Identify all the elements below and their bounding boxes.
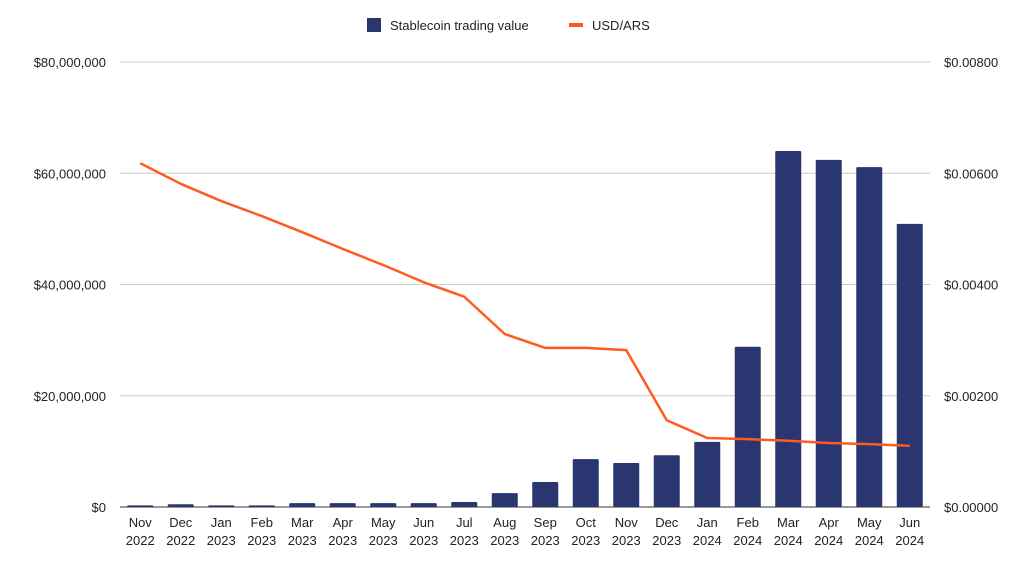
bar (532, 481, 559, 507)
x-tick-label-year: 2024 (895, 533, 924, 548)
x-tick-label-month: Apr (333, 515, 354, 530)
bar (815, 159, 842, 507)
x-tick-label-month: Dec (169, 515, 193, 530)
x-tick-label-month: Jul (456, 515, 473, 530)
bar (694, 441, 721, 507)
left-tick-label: $80,000,000 (34, 55, 106, 70)
x-tick-label-month: Feb (251, 515, 273, 530)
left-tick-label: $20,000,000 (34, 389, 106, 404)
x-tick-label-year: 2023 (652, 533, 681, 548)
x-tick-label-month: Feb (737, 515, 759, 530)
bar (410, 503, 437, 507)
bar (734, 346, 761, 507)
left-tick-label: $40,000,000 (34, 278, 106, 293)
right-tick-label: $0.00800 (944, 55, 998, 70)
x-tick-label-month: Sep (534, 515, 557, 530)
bar (208, 505, 235, 507)
x-tick-label-year: 2023 (450, 533, 479, 548)
legend-label-bar: Stablecoin trading value (390, 18, 529, 33)
right-tick-label: $0.00400 (944, 278, 998, 293)
x-tick-label-year: 2023 (207, 533, 236, 548)
x-tick-label-month: Jan (697, 515, 718, 530)
bar (248, 505, 275, 507)
right-tick-label: $0.00600 (944, 166, 998, 181)
bar (653, 455, 680, 507)
bar (167, 504, 194, 507)
x-tick-label-year: 2023 (247, 533, 276, 548)
x-tick-label-month: Mar (777, 515, 800, 530)
x-tick-label-year: 2023 (328, 533, 357, 548)
x-tick-label-month: Jun (899, 515, 920, 530)
x-tick-label-month: Jan (211, 515, 232, 530)
x-tick-label-month: Oct (576, 515, 597, 530)
x-tick-label-year: 2023 (288, 533, 317, 548)
right-tick-label: $0.00200 (944, 389, 998, 404)
x-tick-label-year: 2024 (774, 533, 803, 548)
x-tick-label-month: Aug (493, 515, 516, 530)
x-tick-label-month: May (371, 515, 396, 530)
right-tick-label: $0.00000 (944, 500, 998, 515)
bar (613, 463, 640, 507)
x-tick-label-year: 2024 (733, 533, 762, 548)
x-tick-label-year: 2023 (571, 533, 600, 548)
bar (127, 505, 154, 507)
bar (370, 503, 397, 507)
x-tick-label-month: Nov (129, 515, 153, 530)
bar (451, 501, 478, 507)
x-tick-label-year: 2022 (166, 533, 195, 548)
x-tick-label-year: 2024 (693, 533, 722, 548)
x-tick-label-year: 2023 (531, 533, 560, 548)
bar (896, 223, 923, 507)
bar (775, 151, 802, 507)
x-tick-label-month: Jun (413, 515, 434, 530)
x-tick-label-year: 2024 (855, 533, 884, 548)
bar (329, 503, 356, 507)
legend-label-line: USD/ARS (592, 18, 650, 33)
left-tick-label: $0 (92, 500, 106, 515)
x-tick-label-year: 2023 (612, 533, 641, 548)
legend-swatch-bar (367, 18, 381, 32)
x-tick-label-month: Dec (655, 515, 679, 530)
bar (856, 167, 883, 507)
x-tick-label-year: 2023 (369, 533, 398, 548)
legend-swatch-line (569, 23, 583, 27)
bar (572, 459, 599, 507)
x-tick-label-year: 2023 (490, 533, 519, 548)
x-tick-label-year: 2023 (409, 533, 438, 548)
left-tick-label: $60,000,000 (34, 166, 106, 181)
usd-ars-line (139, 162, 910, 448)
x-tick-label-year: 2022 (126, 533, 155, 548)
x-tick-label-month: Mar (291, 515, 314, 530)
bar (289, 503, 316, 507)
x-tick-label-year: 2024 (814, 533, 843, 548)
x-tick-label-month: May (857, 515, 882, 530)
x-tick-label-month: Apr (819, 515, 840, 530)
x-tick-label-month: Nov (615, 515, 639, 530)
bar (491, 493, 518, 507)
